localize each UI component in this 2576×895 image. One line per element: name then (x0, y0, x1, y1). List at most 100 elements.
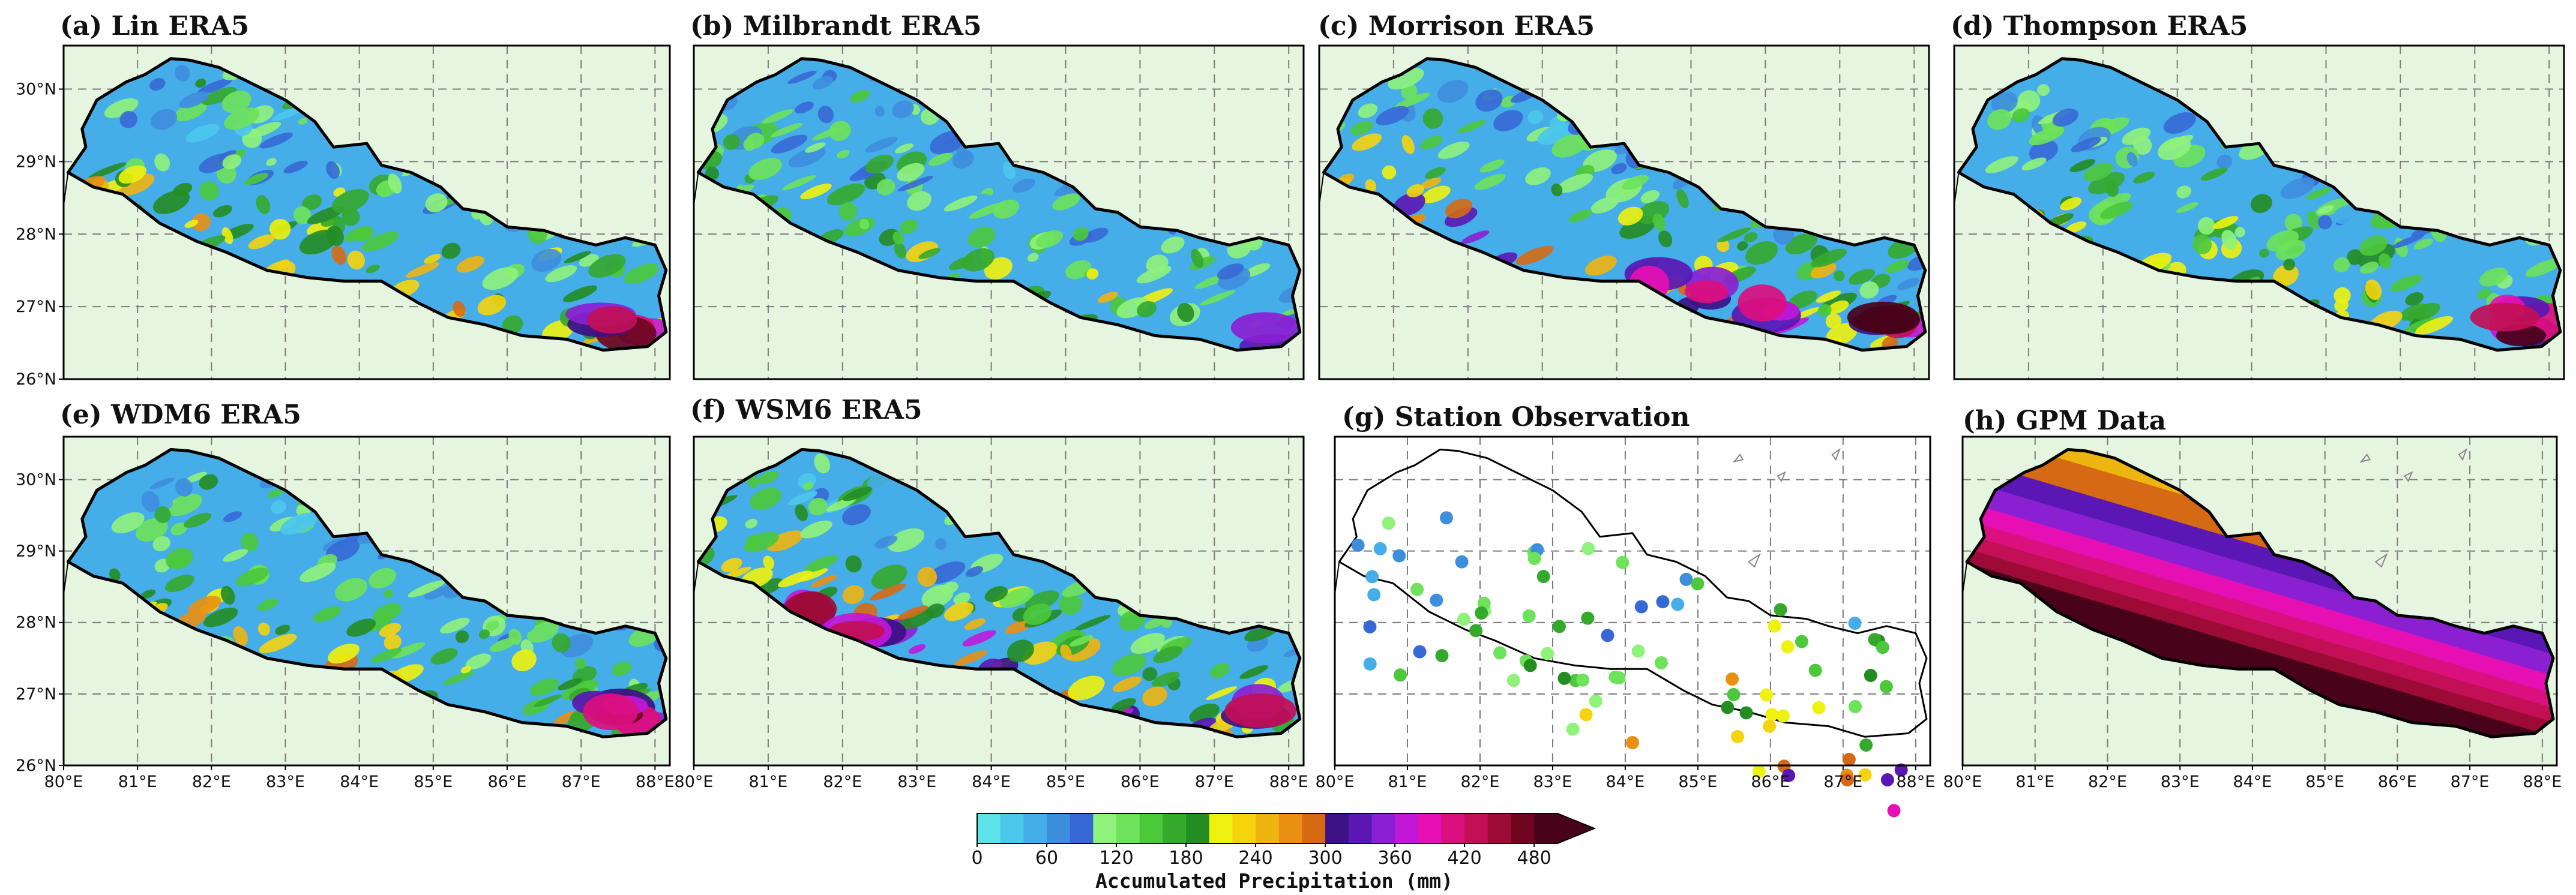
precip-cell (280, 512, 318, 535)
precip-cell (969, 202, 1005, 219)
precip-cell (918, 248, 940, 259)
precip-cell (1420, 136, 1443, 149)
precip-cell (795, 504, 808, 521)
precip-cell (845, 555, 862, 573)
precip-cell (223, 511, 242, 522)
precip-cell (221, 227, 233, 245)
precip-cell (837, 149, 850, 158)
precip-cell (170, 522, 188, 536)
y-tick-label: 30°N (16, 470, 56, 489)
precip-cell (743, 139, 754, 151)
station-marker (1840, 773, 1854, 787)
colorbar-outline (977, 813, 1596, 844)
x-tick-label: 83°E (2161, 773, 2200, 791)
y-tick-label: 28°N (16, 225, 56, 244)
colorbar-tick-label: 60 (1035, 848, 1058, 869)
station-marker (1876, 641, 1889, 654)
precip-cell (188, 596, 221, 616)
precip-cell (184, 512, 212, 528)
station-marker (1608, 670, 1622, 684)
precip-cell (1827, 300, 1849, 314)
precip-cell (154, 506, 171, 523)
precip-cell (2083, 163, 2114, 182)
precip-cell (1073, 227, 1089, 241)
precip-cell (283, 160, 308, 174)
panel-g: (g) Station Observation 80°E 81°E 82°E 83°E 8… (1316, 402, 1935, 818)
precip-cell (2280, 178, 2315, 199)
precip-cell (248, 234, 275, 250)
precip-cell (1401, 135, 1415, 154)
x-tick-label: 85°E (2305, 773, 2344, 791)
precip-cell (2333, 205, 2358, 224)
precip-cell (2413, 238, 2433, 250)
precip-cell (1013, 178, 1035, 193)
precip-cell (2200, 167, 2228, 181)
precip-cell (763, 555, 775, 570)
colorbar-segment (1418, 813, 1442, 843)
precip-cell (1394, 92, 1430, 109)
precip-cell (465, 653, 492, 669)
lake-outline (2458, 448, 2468, 461)
colorbar-tick-label: 480 (1517, 848, 1551, 869)
precip-cell (1130, 633, 1165, 654)
x-tick-label: 85°E (1678, 773, 1717, 791)
precip-cell (897, 605, 928, 620)
station-marker (1795, 635, 1808, 648)
colorbar-tick-label: 120 (1099, 848, 1133, 869)
precip-cell (221, 91, 251, 113)
precip-cell (1985, 156, 2018, 173)
precip-cell (1200, 290, 1236, 306)
precip-cell (895, 143, 913, 154)
x-tick-label: 82°E (823, 773, 862, 791)
precip-cell (908, 644, 926, 654)
station-marker (1859, 738, 1873, 752)
precip-cell (907, 191, 932, 211)
colorbar-tick-label: 0 (971, 848, 983, 869)
precip-cell (795, 101, 814, 113)
precip-cell (2029, 126, 2065, 146)
precip-cell (335, 578, 367, 602)
precip-cell (185, 471, 207, 483)
precip-cell (805, 142, 826, 153)
precip-cell (424, 586, 446, 600)
station-marker (1782, 768, 1796, 782)
precip-cell (787, 70, 817, 84)
precip-cell (1144, 617, 1166, 629)
precip-cell (425, 193, 448, 213)
nepal-outline (66, 448, 668, 738)
precip-cell (2283, 259, 2296, 271)
station-marker (1774, 603, 1787, 617)
precip-cell (140, 589, 156, 599)
precip-cell (892, 231, 904, 245)
precip-cell (482, 267, 519, 290)
colorbar-segment (1023, 813, 1047, 843)
precip-cell (149, 78, 166, 91)
precip-cell (100, 494, 131, 513)
precip-cell (843, 486, 872, 501)
panel-title: (g) Station Observation (1342, 402, 1690, 433)
precip-cell (788, 491, 817, 506)
precip-cell (326, 161, 340, 179)
station-marker (1365, 570, 1379, 584)
panels-group: (a) Lin ERA5 30°N 29°N 28°N 27°N 26°N (b) Milb… (16, 11, 2565, 818)
nepal-outline (696, 448, 1302, 738)
x-tick-label: 80°E (44, 773, 83, 791)
precip-cell (331, 189, 369, 214)
precip-cell (2413, 302, 2440, 320)
station-marker (1671, 597, 1685, 611)
station-marker (1536, 570, 1550, 584)
precip-cell (2405, 292, 2424, 306)
precip-cell (1059, 593, 1082, 615)
precip-cell (2250, 194, 2272, 214)
precip-cell (2221, 230, 2237, 250)
precip-cell (88, 162, 127, 179)
station-marker (1752, 765, 1766, 779)
precip-cell (2365, 279, 2382, 301)
precip-cell (1658, 230, 1673, 248)
precip-cell (782, 175, 816, 190)
nepal-outline (1322, 57, 1927, 352)
precip-cell (2259, 248, 2269, 258)
station-marker (1691, 577, 1705, 591)
station-marker (1616, 555, 1630, 569)
colorbar-tick-label: 360 (1377, 848, 1412, 869)
